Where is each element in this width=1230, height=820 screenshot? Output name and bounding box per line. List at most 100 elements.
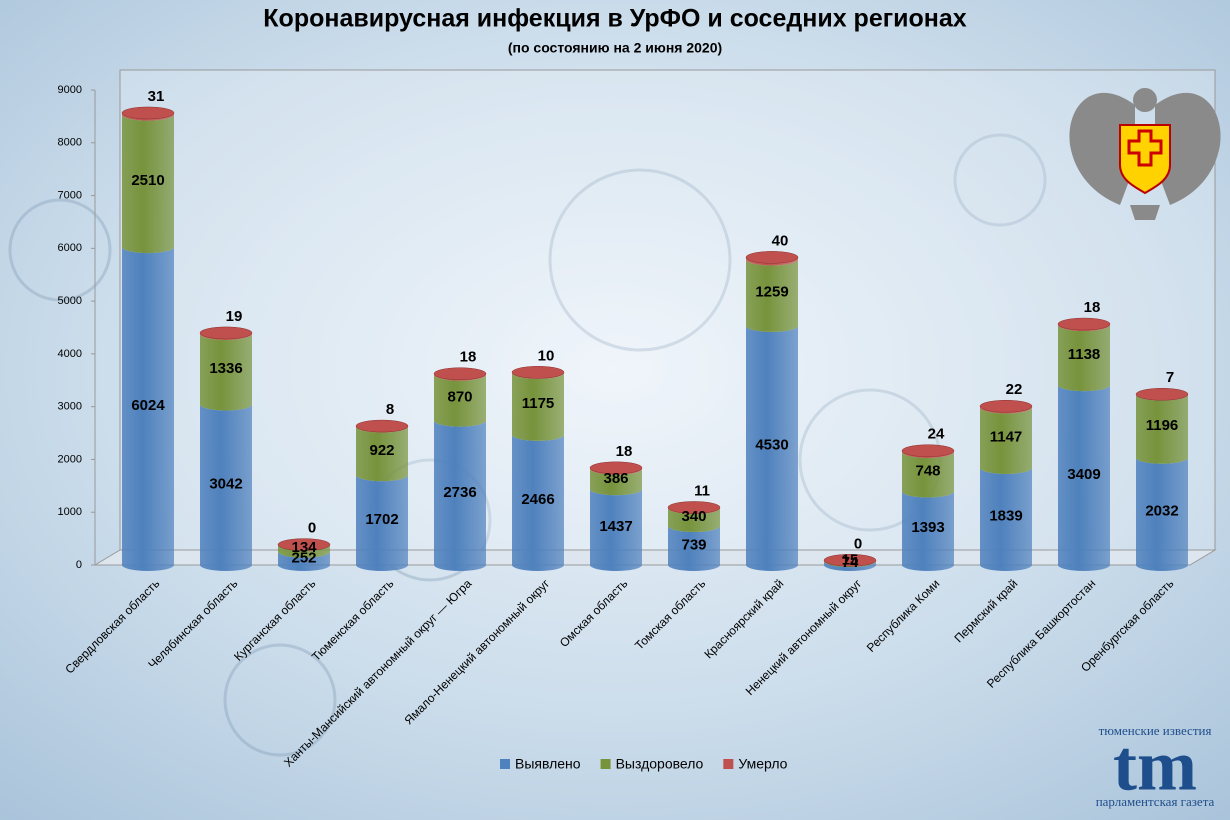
bar-segment xyxy=(746,325,798,571)
value-label: 31 xyxy=(148,88,165,105)
value-label: 1336 xyxy=(209,360,242,377)
value-label: 2466 xyxy=(521,491,554,508)
value-label: 2736 xyxy=(443,484,476,501)
bar-segment xyxy=(278,544,330,558)
back-wall xyxy=(119,69,1216,551)
y-tick-label: 0 xyxy=(76,559,82,571)
bar-segment xyxy=(824,561,876,571)
bar-segment xyxy=(668,508,720,532)
bar-cap xyxy=(277,538,331,551)
value-label: 870 xyxy=(447,389,472,406)
value-label: 1175 xyxy=(522,395,555,412)
bar-segment xyxy=(1058,385,1110,571)
legend-label: Выявлено xyxy=(515,756,581,772)
value-label: 15 xyxy=(842,552,859,569)
value-label: 18 xyxy=(1084,299,1101,316)
legend-label: Умерло xyxy=(738,756,787,772)
value-label: 252 xyxy=(291,549,316,566)
bar-cap xyxy=(199,326,253,340)
bar-segment xyxy=(980,407,1033,474)
bar-cap xyxy=(823,554,877,567)
logo-top: тюменские известия xyxy=(1099,723,1212,738)
value-label: 1259 xyxy=(755,284,788,301)
value-label: 1147 xyxy=(990,429,1023,446)
y-tick-label: 5000 xyxy=(58,295,82,307)
bar-cap xyxy=(589,461,643,475)
bar-segment xyxy=(122,114,174,254)
value-label: 10 xyxy=(538,347,555,364)
y-tick-label: 8000 xyxy=(58,137,82,149)
value-label: 22 xyxy=(1006,381,1023,398)
value-label: 11 xyxy=(694,482,710,499)
value-label: 0 xyxy=(308,520,316,537)
emblem xyxy=(1069,88,1221,220)
value-label: 7 xyxy=(1166,369,1174,386)
value-label: 1839 xyxy=(989,507,1022,524)
value-label: 18 xyxy=(616,443,633,460)
chart-title: Коронавирусная инфекция в УрФО и соседни… xyxy=(263,5,966,33)
bar-cap xyxy=(745,251,799,264)
value-label: 74 xyxy=(842,554,859,571)
value-label: 1702 xyxy=(365,511,398,528)
value-label: 1393 xyxy=(911,519,944,536)
bar-segment xyxy=(902,491,954,571)
y-tick-label: 9000 xyxy=(58,84,82,96)
value-label: 1437 xyxy=(599,518,632,535)
bar-segment xyxy=(1136,394,1188,464)
y-tick-label: 1000 xyxy=(58,506,82,518)
bar-segment xyxy=(746,259,798,332)
value-label: 4530 xyxy=(755,436,788,453)
chart-subtitle: (по состоянию на 2 июня 2020) xyxy=(508,40,722,56)
bar-segment xyxy=(980,467,1033,571)
bar-segment xyxy=(512,434,564,571)
value-label: 922 xyxy=(369,442,394,459)
bar-cap xyxy=(511,366,565,379)
floor xyxy=(93,549,1217,566)
y-tick-label: 2000 xyxy=(58,453,82,465)
bar-segment xyxy=(1136,457,1188,571)
bar-segment xyxy=(200,333,252,411)
bar-segment xyxy=(278,551,330,571)
value-label: 2032 xyxy=(1145,502,1178,519)
bar-segment xyxy=(746,257,798,266)
bar-cap xyxy=(979,399,1033,413)
value-label: 340 xyxy=(681,508,706,525)
value-label: 24 xyxy=(928,426,945,443)
bar-segment xyxy=(1058,325,1110,392)
value-label: 0 xyxy=(854,535,862,552)
value-label: 1138 xyxy=(1068,346,1101,363)
logo-bottom: парламентская газета xyxy=(1096,794,1215,809)
bar-segment xyxy=(668,525,720,571)
bar-cap xyxy=(433,367,487,380)
logo: тюменские известия tm парламентская газе… xyxy=(1096,723,1215,809)
bar-segment xyxy=(356,475,408,571)
value-label: 134 xyxy=(291,539,317,556)
value-label: 19 xyxy=(226,308,243,325)
bar-segment xyxy=(434,420,486,571)
value-label: 40 xyxy=(772,232,789,249)
bar-segment xyxy=(590,468,642,496)
legend-swatch xyxy=(500,759,510,769)
bar-cap xyxy=(121,106,175,120)
bar-segment xyxy=(434,374,486,427)
legend-swatch xyxy=(723,759,734,769)
value-label: 6024 xyxy=(131,397,165,414)
bar-cap xyxy=(355,419,409,433)
logo-mark: tm xyxy=(1113,726,1197,806)
bar-segment xyxy=(356,426,408,482)
bar-segment xyxy=(200,404,252,571)
y-tick-label: 3000 xyxy=(58,401,82,413)
y-tick-label: 7000 xyxy=(58,189,82,201)
bar-cap xyxy=(1057,317,1111,331)
bar-segment xyxy=(512,372,564,441)
y-tick-label: 4000 xyxy=(58,348,82,360)
value-label: 3409 xyxy=(1067,466,1100,483)
legend-label: Выздоровело xyxy=(616,756,704,772)
value-label: 739 xyxy=(681,536,706,553)
legend-swatch xyxy=(600,759,611,769)
value-label: 8 xyxy=(386,401,394,418)
value-label: 1196 xyxy=(1146,417,1179,434)
value-label: 748 xyxy=(915,463,940,480)
bar-cap xyxy=(901,444,955,457)
